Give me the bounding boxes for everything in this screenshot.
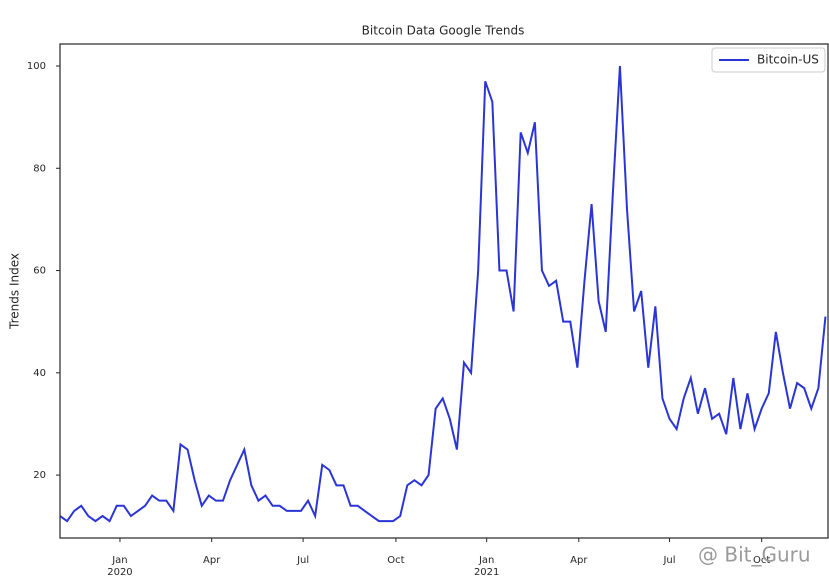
y-tick-label: 60 (33, 266, 46, 277)
x-tick-label: Apr (570, 555, 588, 566)
x-tick-label: Oct (753, 555, 770, 566)
y-tick-label: 100 (27, 61, 46, 72)
watermark: @ Bit_Guru (698, 543, 811, 567)
chart-title: Bitcoin Data Google Trends (362, 24, 525, 38)
x-tick-label: Jan (111, 555, 127, 566)
data-line (59, 65, 827, 523)
legend-box (711, 47, 826, 73)
x-year-label: 2021 (474, 567, 499, 578)
y-tick-label: 40 (33, 368, 46, 379)
y-axis-label: Trends Index (8, 253, 22, 330)
x-tick-label: Jan (478, 555, 494, 566)
y-tick-label: 20 (33, 470, 46, 481)
legend: Bitcoin-US (711, 47, 826, 73)
x-tick-label: Jul (296, 555, 309, 566)
legend-label: Bitcoin-US (757, 53, 819, 67)
plot-frame (59, 43, 829, 539)
x-tick-label: Jul (662, 555, 675, 566)
y-tick-label: 80 (33, 163, 46, 174)
x-year-label: 2020 (107, 567, 132, 578)
x-tick-label: Oct (387, 555, 404, 566)
x-tick-label: Apr (203, 555, 221, 566)
